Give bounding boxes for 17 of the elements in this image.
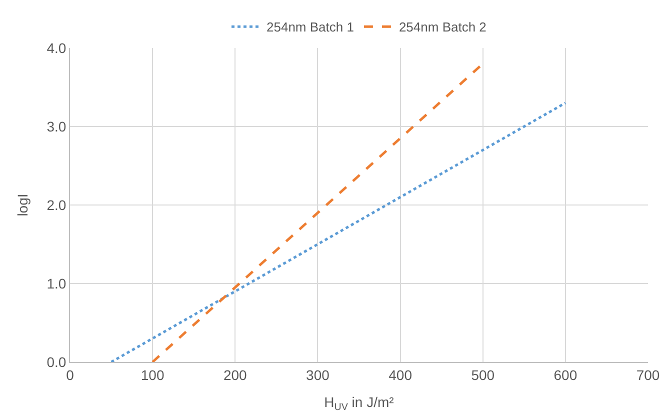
x-tick-label: 400: [388, 366, 412, 383]
x-tick-label: 600: [554, 366, 578, 383]
y-axis-title: logI: [14, 194, 30, 216]
x-axis-title: H$_{UV}$ in J/m²: [324, 394, 394, 414]
x-tick-label: 100: [140, 366, 164, 383]
legend-label: 254nm Batch 1: [266, 20, 354, 35]
x-tick-label: 500: [471, 366, 495, 383]
y-tick-label: 4.0: [46, 40, 66, 56]
y-tick-label: 0.0: [46, 354, 66, 370]
x-tick-label: 200: [223, 366, 248, 383]
y-tick-label: 1.0: [46, 275, 66, 292]
y-tick-label: 3.0: [46, 118, 66, 134]
legend-label: 254nm Batch 2: [398, 20, 486, 35]
x-tick-label: 0: [66, 366, 74, 383]
x-tick-label: 300: [306, 366, 330, 383]
x-tick-label: 700: [636, 366, 660, 383]
y-tick-label: 2.0: [46, 196, 66, 213]
